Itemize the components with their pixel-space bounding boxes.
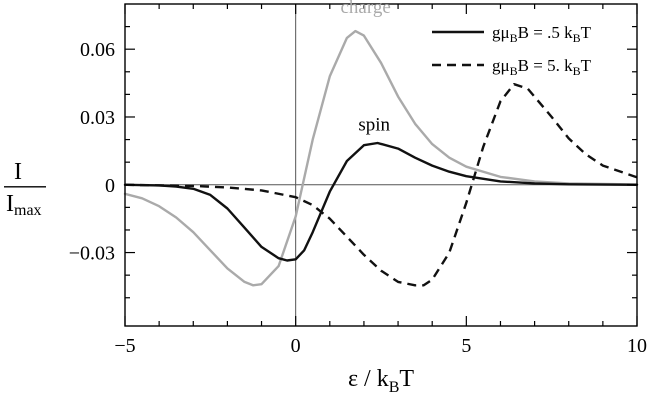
legend: gμBB = .5 kBT gμBB = 5. kBT — [432, 23, 592, 78]
x-tick-label: −5 — [114, 335, 135, 357]
series-line-charge — [123, 29, 639, 287]
x-tick-label: 10 — [627, 335, 647, 357]
x-tick-label: 0 — [291, 335, 301, 357]
legend-item: gμBB = 5. kBT — [432, 56, 592, 78]
legend-item: gμBB = .5 kBT — [432, 23, 592, 45]
y-axis-label-numerator: I — [14, 159, 22, 185]
x-axis-label: ε / kBT — [348, 366, 414, 394]
y-tick-label: −0.03 — [69, 243, 115, 265]
x-tick-label: 5 — [461, 335, 471, 357]
annotation-charge: charge — [340, 0, 390, 18]
y-tick-label: 0.06 — [80, 39, 115, 61]
y-tick-label: 0 — [105, 175, 115, 197]
annotation-spin: spin — [358, 115, 390, 136]
legend-label: gμBB = 5. kBT — [492, 56, 592, 78]
y-tick-label: 0.03 — [80, 107, 115, 129]
legend-label: gμBB = .5 kBT — [492, 23, 592, 45]
plot-frame — [124, 3, 638, 327]
y-axis-label-denominator: Imax — [6, 191, 42, 219]
series-line-dashed — [124, 83, 638, 287]
